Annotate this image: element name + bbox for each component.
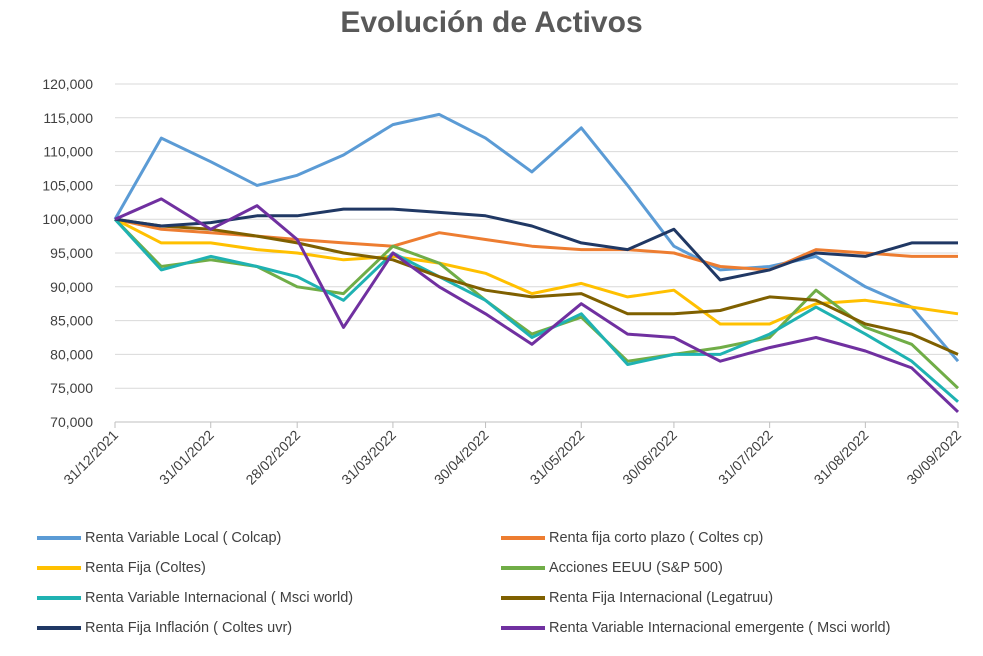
legend-swatch: [501, 536, 545, 540]
x-tick-label: 31/07/2022: [715, 427, 776, 488]
y-tick-label: 100,000: [42, 211, 93, 227]
series-line-7: [114, 207, 958, 282]
series-line-6: [114, 217, 959, 356]
x-tick-label: 31/05/2022: [527, 427, 588, 488]
legend-label: Renta Variable Internacional ( Msci worl…: [85, 590, 354, 606]
chart-title: Evolución de Activos: [340, 6, 643, 39]
legend-label: Renta Fija (Coltes): [85, 560, 206, 576]
series-line-8: [114, 197, 960, 413]
y-tick-label: 75,000: [50, 380, 93, 396]
x-tick-label: 31/03/2022: [338, 427, 399, 488]
legend-label: Renta fija corto plazo ( Coltes cp): [549, 530, 764, 546]
x-tick-label: 30/09/2022: [903, 427, 964, 488]
x-tick-label: 28/02/2022: [242, 427, 303, 488]
legend-swatch: [37, 596, 81, 600]
legend-item: Renta Variable Internacional ( Msci worl…: [37, 590, 353, 606]
legend-swatch: [37, 626, 81, 630]
legend-label: Acciones EEUU (S&P 500): [549, 560, 723, 576]
legend-item: Renta Variable Local ( Colcap): [37, 530, 281, 546]
series-line-1: [113, 112, 960, 363]
x-tick-label: 30/04/2022: [431, 427, 492, 488]
legend-label: Renta Fija Inflación ( Coltes uvr): [85, 620, 293, 636]
x-tick-label: 31/01/2022: [156, 427, 217, 488]
legend-swatch: [37, 566, 81, 570]
legend-label: Renta Variable Local ( Colcap): [85, 530, 282, 546]
y-tick-label: 95,000: [50, 245, 93, 261]
x-tick-label: 31/08/2022: [811, 427, 872, 488]
legend: Renta Variable Local ( Colcap) Renta fija…: [0, 526, 983, 646]
x-axis: 31/12/2021 31/01/2022 28/02/2022 31/03/2022…: [60, 422, 964, 488]
series-line-5: [113, 218, 959, 403]
y-tick-label: 105,000: [42, 177, 93, 193]
series-line-4: [113, 218, 960, 390]
legend-item: Renta Fija Internacional (Legatruu): [501, 590, 773, 606]
legend-swatch: [37, 536, 81, 540]
legend-item: Acciones EEUU (S&P 500): [501, 560, 723, 576]
y-tick-label: 85,000: [50, 313, 93, 329]
legend-item: Renta Variable Internacional emergente (…: [501, 620, 890, 636]
x-tick-label: 30/06/2022: [619, 427, 680, 488]
legend-swatch: [501, 596, 545, 600]
legend-item: Renta fija corto plazo ( Coltes cp): [501, 530, 763, 546]
y-tick-label: 90,000: [50, 279, 93, 295]
y-tick-label: 110,000: [43, 144, 93, 160]
legend-item: Renta Fija (Coltes): [37, 560, 206, 576]
line-chart: 70,000 75,000 80,000 85,000 90,000 95,000 100,…: [42, 76, 964, 488]
legend-label: Renta Variable Internacional emergente (…: [549, 620, 891, 636]
x-tick-label: 31/12/2021: [60, 427, 121, 488]
series-lines: [113, 112, 960, 413]
series-line-3: [114, 217, 959, 326]
legend-swatch: [501, 566, 545, 570]
legend-item: Renta Fija Inflación ( Coltes uvr): [37, 620, 292, 636]
legend-label: Renta Fija Internacional (Legatruu): [549, 590, 774, 606]
legend-swatch: [501, 626, 545, 630]
y-tick-label: 70,000: [50, 414, 93, 430]
y-tick-label: 80,000: [50, 346, 93, 362]
y-axis-ticks: 70,000 75,000 80,000 85,000 90,000 95,000 100,…: [42, 76, 93, 430]
y-tick-label: 115,000: [43, 110, 93, 126]
y-tick-label: 120,000: [42, 76, 93, 92]
